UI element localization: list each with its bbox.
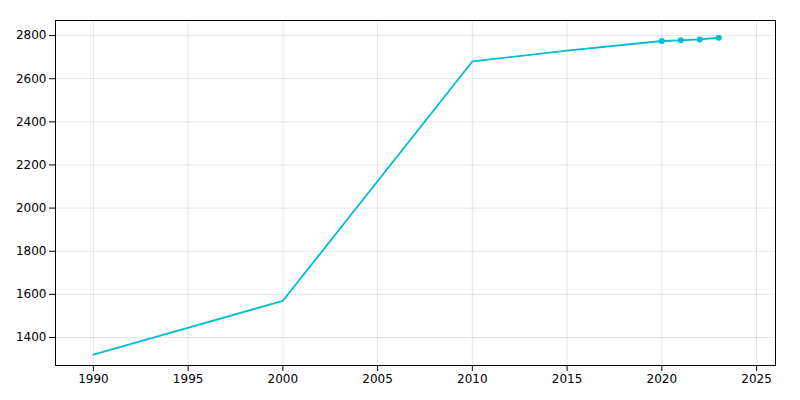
svg-text:1990: 1990 <box>78 372 109 386</box>
svg-text:2025: 2025 <box>741 372 772 386</box>
svg-text:2400: 2400 <box>16 115 47 129</box>
svg-text:2015: 2015 <box>552 372 583 386</box>
svg-text:2020: 2020 <box>647 372 678 386</box>
svg-text:1995: 1995 <box>173 372 204 386</box>
svg-text:2600: 2600 <box>16 72 47 86</box>
svg-text:2200: 2200 <box>16 158 47 172</box>
svg-text:1600: 1600 <box>16 287 47 301</box>
svg-text:1400: 1400 <box>16 330 47 344</box>
svg-text:2000: 2000 <box>16 201 47 215</box>
svg-text:2800: 2800 <box>16 28 47 42</box>
svg-text:1800: 1800 <box>16 244 47 258</box>
svg-text:2000: 2000 <box>268 372 299 386</box>
svg-text:2010: 2010 <box>457 372 488 386</box>
svg-text:2005: 2005 <box>362 372 393 386</box>
